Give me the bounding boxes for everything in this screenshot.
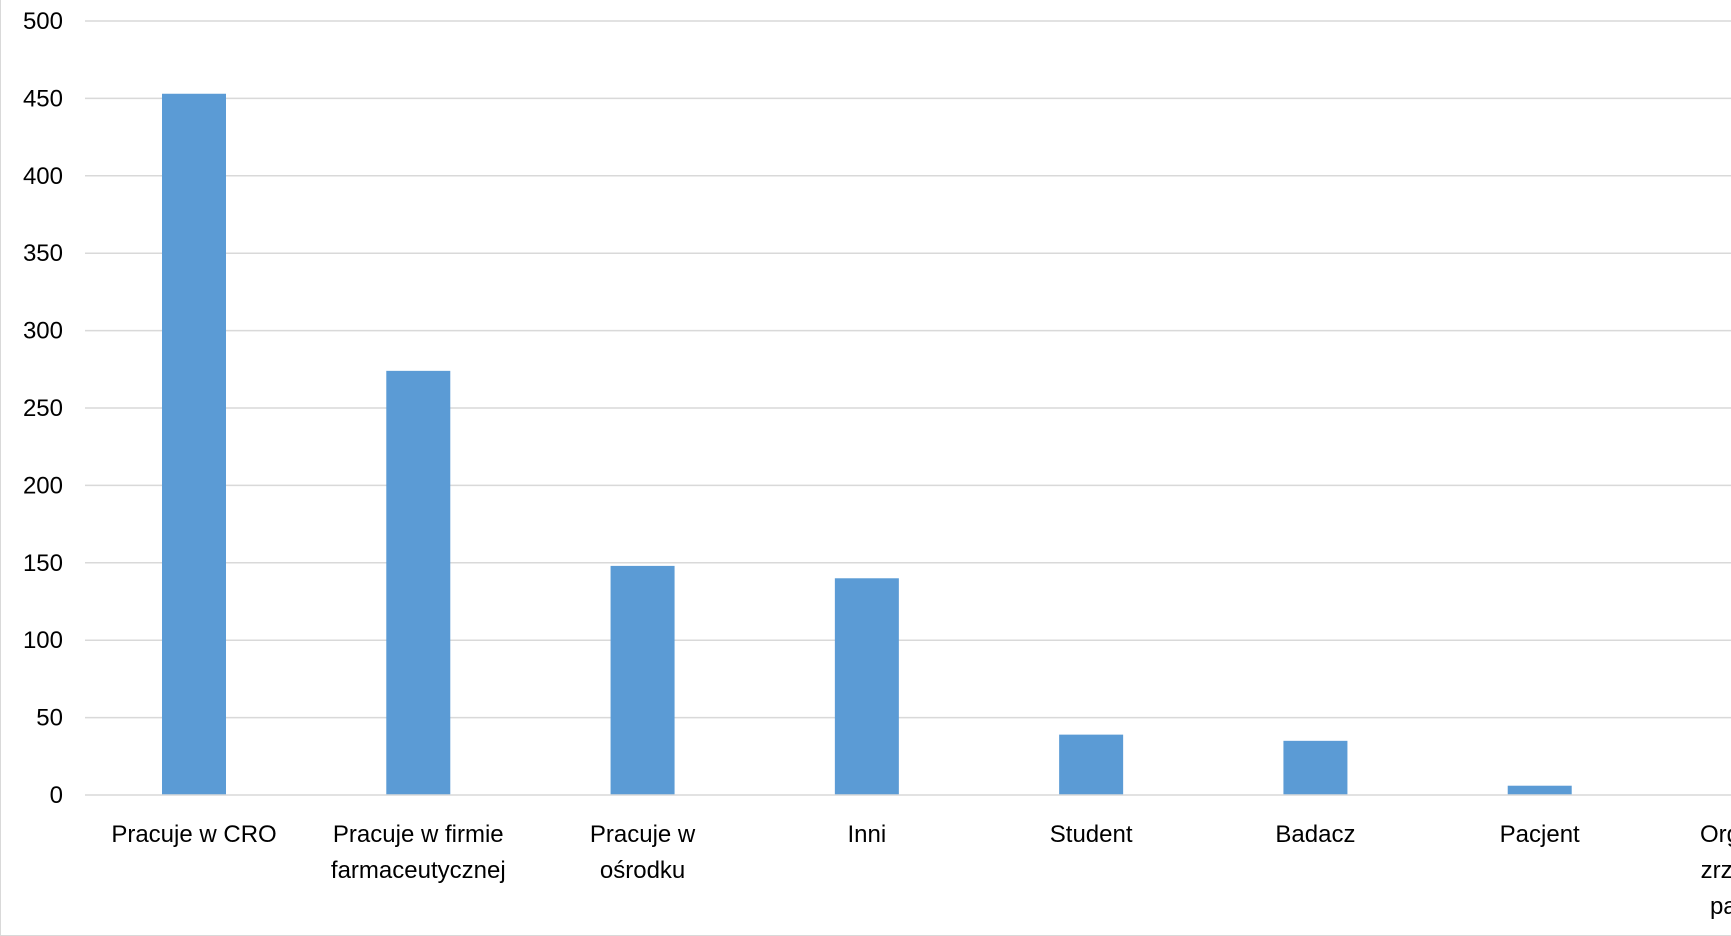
x-category-label: Pracuje w CRO: [111, 821, 276, 848]
x-category-label-line: Pracuje w CRO: [111, 821, 276, 848]
x-category-label: Inni: [848, 821, 887, 848]
bars: [162, 93, 1572, 796]
x-category-label-line: Badacz: [1275, 821, 1355, 848]
gridlines: [85, 20, 1731, 719]
x-category-label: Pracuje w ośrodku: [590, 821, 696, 884]
y-tick-label: 150: [23, 550, 63, 577]
x-category-label-line: Student: [1050, 821, 1133, 848]
x-category-label-line: ośrodku: [600, 857, 685, 884]
y-tick-label: 350: [23, 240, 63, 267]
y-tick-label: 250: [23, 395, 63, 422]
bar-6: [1283, 740, 1348, 795]
y-tick-label: 500: [23, 8, 63, 35]
x-category-label-line: zrzeszająca: [1701, 857, 1731, 884]
y-tick-label: 50: [36, 705, 63, 732]
x-category-label: Organizacja zrzeszająca pacjentów: [1700, 821, 1731, 920]
x-category-label-line: Pacjent: [1500, 821, 1580, 848]
bar-5: [1059, 734, 1124, 795]
x-category-label: Badacz: [1275, 821, 1355, 848]
x-axis-labels: Pracuje w CRO Pracuje w firmie farmaceutyc…: [111, 821, 1731, 920]
y-tick-label: 100: [23, 627, 63, 654]
x-category-label-line: Inni: [848, 821, 887, 848]
y-tick-label: 450: [23, 85, 63, 112]
y-tick-label: 200: [23, 472, 63, 499]
y-tick-label: 400: [23, 163, 63, 190]
x-category-label-line: pacjentów: [1710, 893, 1731, 920]
y-tick-label: 0: [50, 782, 63, 809]
bar-7: [1507, 785, 1572, 795]
x-category-label: Pacjent: [1500, 821, 1580, 848]
bar-2: [386, 370, 451, 795]
bar-4: [834, 578, 899, 795]
bar-3: [610, 565, 675, 795]
bar-1: [162, 93, 226, 796]
y-axis-ticks: 0 50 100 150 200 250 300 350 400 450 500: [23, 8, 63, 809]
x-category-label-line: Pracuje w firmie: [333, 821, 504, 848]
x-category-label-line: farmaceutycznej: [331, 857, 506, 884]
x-category-label-line: Pracuje w: [590, 821, 696, 848]
y-tick-label: 300: [23, 318, 63, 345]
x-category-label-line: Organizacja: [1700, 821, 1731, 848]
x-category-label: Student: [1050, 821, 1133, 848]
x-category-label: Pracuje w firmie farmaceutycznej: [331, 821, 506, 884]
